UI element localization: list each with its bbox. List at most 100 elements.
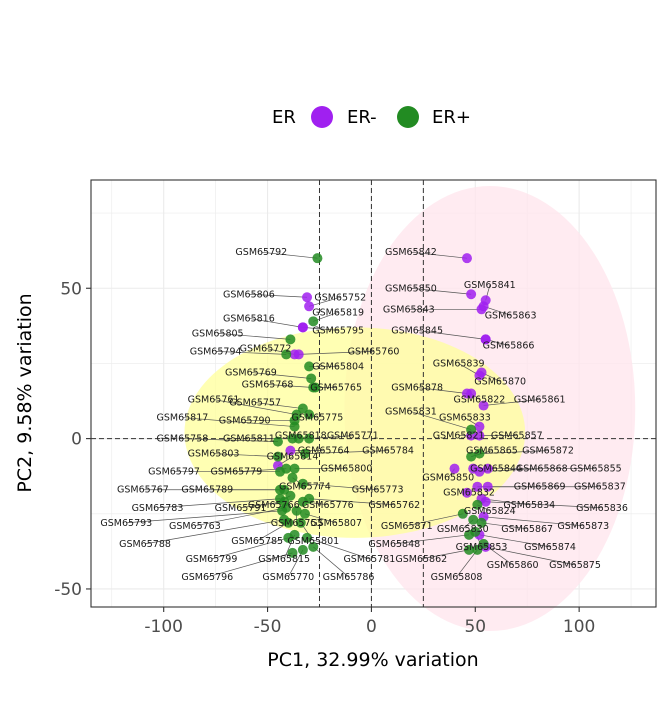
point-label: GSM65795 — [312, 325, 364, 336]
point-label: GSM65771 — [327, 431, 379, 442]
data-point — [466, 451, 477, 462]
data-point — [478, 301, 489, 312]
label-connector — [417, 330, 486, 340]
y-tick-label: 0 — [71, 430, 82, 450]
data-point — [306, 373, 317, 384]
data-point — [482, 481, 493, 492]
point-label: GSM65775 — [292, 413, 344, 424]
label-connector — [182, 438, 278, 442]
data-point — [478, 400, 489, 411]
data-point — [279, 484, 290, 495]
data-point — [472, 481, 483, 492]
data-point — [287, 472, 298, 483]
data-point — [281, 502, 292, 513]
point-label: GSM65850 — [385, 283, 437, 294]
x-tick-label: 0 — [366, 617, 377, 637]
point-label: GSM65786 — [323, 572, 375, 583]
point-label: GSM65832 — [443, 488, 495, 499]
point-label: GSM65878 — [391, 382, 443, 393]
data-point — [297, 478, 308, 489]
legend-er-neg-label: ER- — [347, 107, 377, 128]
data-point — [293, 433, 304, 444]
point-label: GSM65819 — [312, 307, 364, 318]
point-label: GSM65845 — [391, 325, 443, 336]
confidence-ellipses — [184, 186, 636, 632]
data-point — [472, 499, 483, 510]
label-connector — [406, 513, 463, 527]
label-connector — [483, 399, 540, 406]
data-point — [283, 517, 294, 528]
point-label: GSM65764 — [298, 446, 350, 457]
data-point — [281, 349, 292, 360]
label-connector — [417, 387, 468, 394]
x-axis: -100 -50 0 50 100 — [144, 607, 595, 637]
label-connector — [309, 296, 341, 307]
data-point — [449, 463, 460, 474]
data-point — [304, 361, 315, 372]
data-point — [474, 448, 485, 459]
point-label: GSM65867 — [501, 524, 553, 535]
point-label: GSM65789 — [181, 485, 233, 496]
data-point — [302, 292, 313, 303]
label-connector — [309, 498, 395, 506]
data-point — [295, 517, 306, 528]
legend-er-pos-label: ER+ — [432, 107, 471, 128]
data-point — [457, 508, 468, 519]
data-point — [299, 448, 310, 459]
y-axis-title: PC2, 9.58% variation — [14, 293, 36, 492]
point-label: GSM65862 — [395, 554, 447, 565]
reference-lines — [91, 180, 656, 607]
data-point — [285, 334, 296, 345]
label-connector — [261, 251, 318, 259]
data-point — [308, 316, 319, 327]
label-connector — [257, 522, 289, 542]
label-connector — [410, 287, 472, 295]
point-label: GSM65804 — [312, 361, 364, 372]
data-point — [476, 517, 487, 528]
data-point — [304, 301, 315, 312]
data-point — [478, 538, 489, 549]
data-point — [291, 505, 302, 516]
point-label: GSM65814 — [267, 452, 319, 463]
point-label: GSM65792 — [235, 247, 287, 258]
label-connector — [309, 435, 353, 439]
point-label: GSM65866 — [483, 340, 535, 351]
point-label: GSM65781 — [343, 554, 395, 565]
point-label: GSM65799 — [186, 554, 238, 565]
data-point — [480, 496, 491, 507]
point-label: GSM65816 — [223, 313, 275, 324]
data-point — [285, 490, 296, 501]
point-label: GSM65873 — [557, 521, 609, 532]
label-connector — [217, 333, 291, 340]
point-label: GSM65760 — [348, 346, 400, 357]
data-point — [293, 349, 304, 360]
point-label: GSM65752 — [314, 292, 366, 303]
point-label: GSM65766 — [248, 500, 300, 511]
point-label: GSM65769 — [225, 367, 277, 378]
data-point — [297, 403, 308, 414]
data-point — [482, 463, 493, 474]
ellipse-ER+ — [184, 327, 526, 538]
point-label: GSM65805 — [192, 328, 244, 339]
label-connector — [410, 251, 468, 259]
point-label: GSM65779 — [210, 467, 262, 478]
point-label: GSM65785 — [231, 536, 283, 547]
point-label: GSM65871 — [381, 521, 433, 532]
label-connector — [213, 399, 297, 415]
point-label: GSM65875 — [549, 560, 601, 571]
data-point — [299, 508, 310, 519]
y-tick-label: -50 — [54, 580, 82, 600]
label-connector — [157, 498, 281, 509]
point-labels: GSM65792 GSM65842 GSM65841 GSM65850 GSM65806… — [100, 247, 627, 583]
point-label: GSM65773 — [352, 485, 404, 496]
point-label: GSM65784 — [362, 446, 414, 457]
label-connector — [421, 549, 470, 560]
label-connector — [298, 351, 374, 355]
point-label: GSM65850 — [422, 473, 474, 484]
data-point — [304, 493, 315, 504]
y-axis: -50 0 50 — [54, 279, 91, 600]
data-point — [466, 424, 477, 435]
point-label: GSM65776 — [302, 500, 354, 511]
x-tick-label: -50 — [254, 617, 282, 637]
